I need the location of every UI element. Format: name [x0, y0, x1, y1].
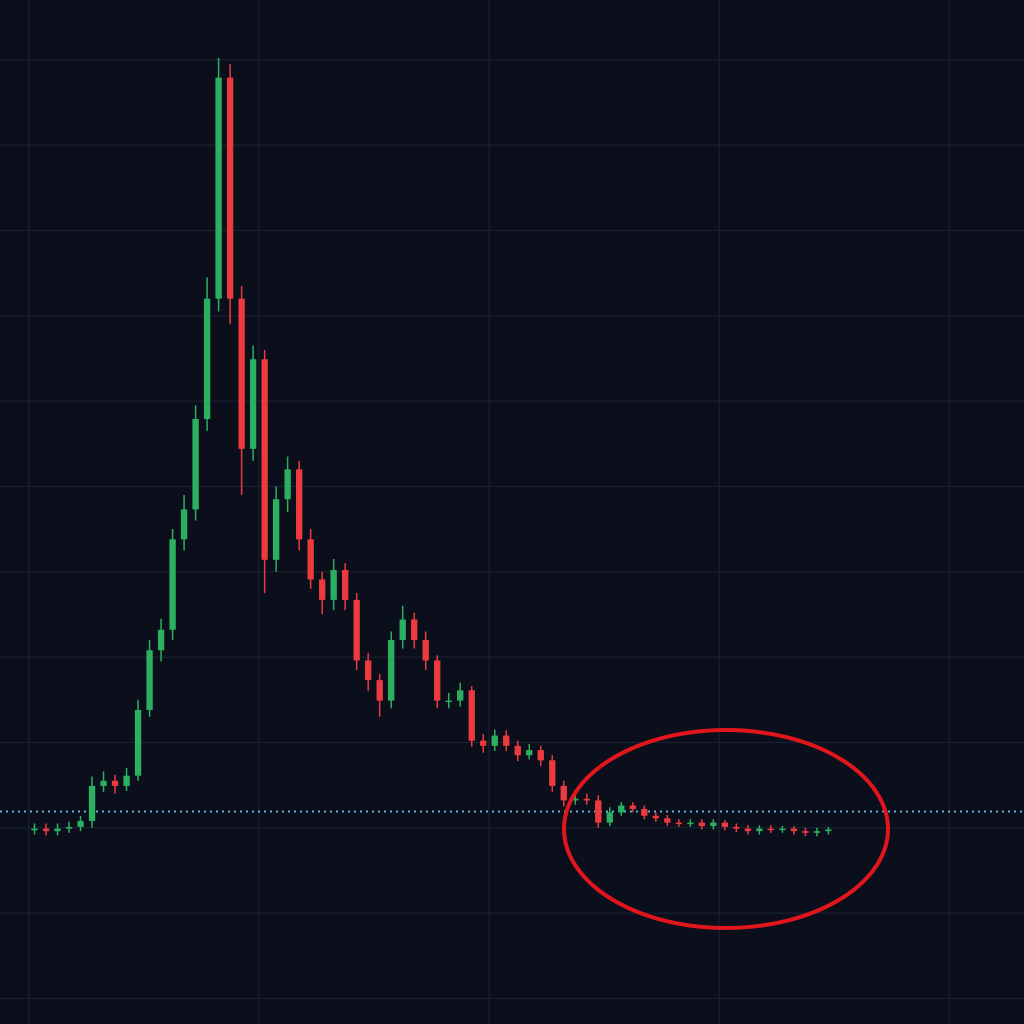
candle-body	[238, 298, 245, 449]
candle-body	[698, 822, 706, 827]
candle-body	[537, 750, 544, 761]
candle-body	[583, 798, 590, 801]
candle-body	[618, 805, 625, 813]
candle-body	[652, 815, 659, 819]
candle-body	[445, 700, 452, 703]
candle-body	[192, 418, 199, 510]
candle-body	[100, 780, 107, 786]
candle-body	[388, 640, 395, 701]
candle-body	[353, 599, 360, 661]
candle-body	[825, 829, 832, 832]
candle-body	[549, 760, 556, 786]
candle-body	[767, 828, 775, 831]
candle-body	[756, 828, 763, 832]
candle-body	[721, 822, 729, 827]
candle-body	[399, 619, 406, 640]
candle-body	[434, 660, 441, 701]
candle-body	[779, 828, 786, 831]
candle-body	[802, 831, 809, 833]
candle-body	[744, 828, 752, 832]
candle-body	[180, 509, 188, 540]
candles	[31, 58, 832, 837]
candle-body	[411, 619, 418, 640]
candle-body	[376, 680, 383, 701]
candle-body	[468, 690, 475, 741]
candle-body	[365, 660, 372, 681]
candle-body	[295, 469, 303, 540]
candle-body	[88, 785, 96, 821]
candle-body	[813, 831, 821, 833]
candle-body	[457, 690, 464, 701]
candle-body	[215, 77, 222, 299]
candle-body	[675, 822, 682, 825]
candle-body	[226, 77, 234, 299]
candle-body	[480, 740, 487, 746]
candle-body	[503, 735, 510, 746]
candle-body	[54, 828, 61, 832]
candle-body	[307, 539, 314, 580]
candle-body	[560, 785, 567, 801]
candle-body	[42, 828, 50, 832]
candle-body	[595, 800, 602, 823]
candle-body	[123, 775, 130, 786]
candle-body	[790, 828, 798, 832]
candle-body	[422, 640, 429, 661]
candle-body	[342, 570, 349, 600]
candle-body	[664, 818, 671, 823]
highlight-ellipse	[562, 728, 890, 930]
candle-body	[514, 745, 521, 756]
candle-body	[629, 805, 636, 809]
candle-body	[687, 822, 694, 825]
candle-body	[606, 812, 613, 823]
candle-body	[330, 570, 337, 600]
candle-body	[572, 798, 579, 801]
candle-body	[526, 750, 533, 756]
candle-body	[261, 359, 268, 560]
candle-body	[284, 469, 291, 500]
candle-body	[710, 822, 717, 827]
candle-body	[491, 735, 498, 746]
candle-body	[65, 826, 73, 829]
candle-body	[134, 709, 142, 776]
candle-body	[641, 808, 648, 816]
candle-body	[249, 359, 257, 449]
candle-body	[272, 499, 280, 560]
candle-body	[318, 579, 326, 600]
candle-body	[733, 826, 740, 829]
candle-body	[157, 629, 165, 651]
candle-body	[111, 780, 119, 786]
candle-body	[203, 298, 211, 419]
candle-body	[77, 820, 84, 827]
candle-body	[169, 539, 176, 630]
candle-body	[146, 650, 153, 710]
candle-body	[31, 828, 38, 831]
